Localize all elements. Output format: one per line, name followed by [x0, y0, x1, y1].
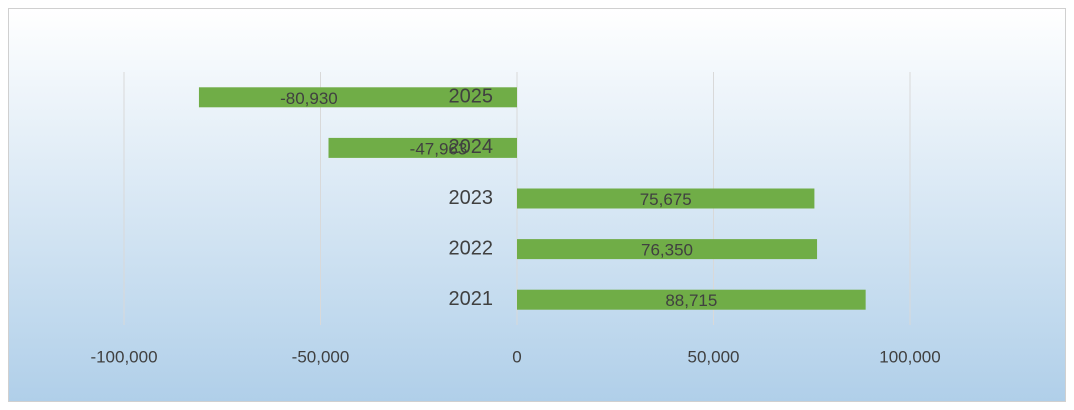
x-tick-label: 100,000 — [879, 347, 940, 366]
x-tick-label: 50,000 — [688, 347, 740, 366]
category-label: 2021 — [449, 288, 494, 310]
bar — [517, 289, 866, 310]
x-tick-label: 0 — [512, 347, 521, 366]
bar — [198, 87, 517, 108]
category-label: 2023 — [449, 187, 494, 209]
data-label: -80,930 — [280, 89, 338, 108]
data-label: 76,350 — [641, 241, 693, 260]
data-label: -47,963 — [410, 139, 468, 158]
x-tick-label: -100,000 — [90, 347, 157, 366]
bar — [517, 188, 815, 209]
data-label: 75,675 — [640, 190, 692, 209]
bar — [328, 137, 517, 158]
category-label: 2025 — [449, 86, 494, 108]
category-label: 2024 — [449, 136, 494, 158]
bar — [517, 239, 818, 260]
data-label: 88,715 — [665, 291, 717, 310]
x-tick-label: -50,000 — [292, 347, 350, 366]
category-label: 2022 — [449, 237, 494, 259]
